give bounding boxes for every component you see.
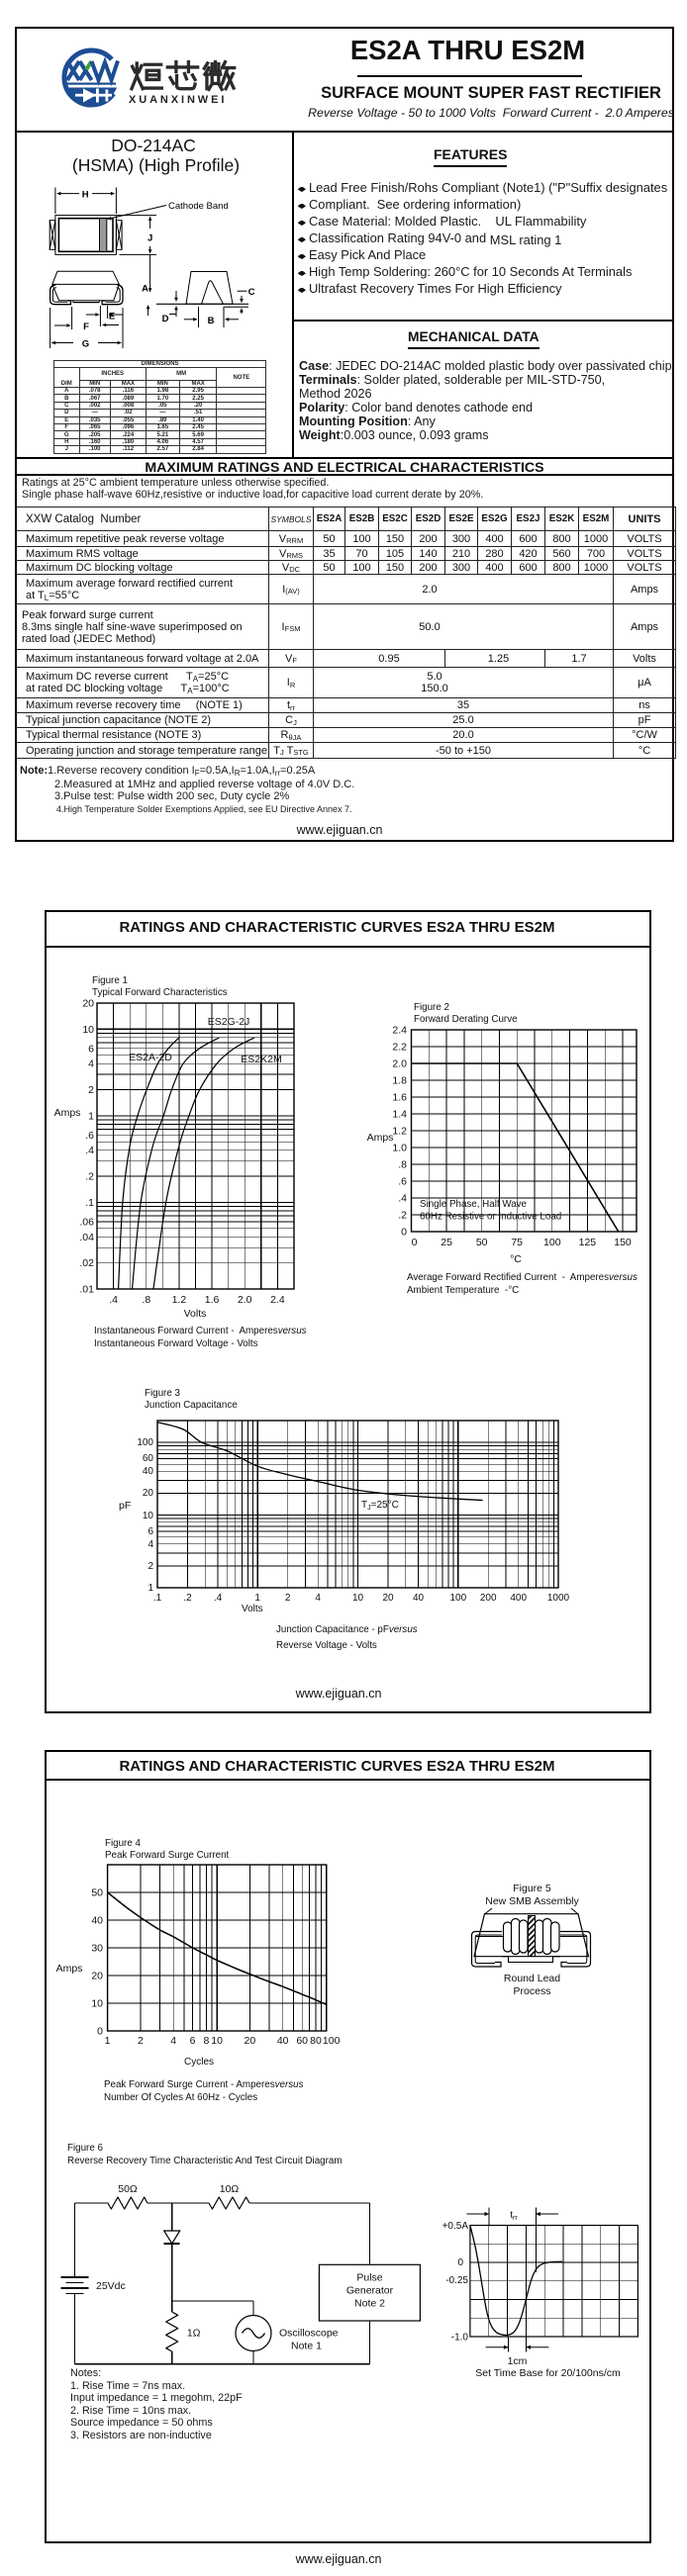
svg-text:100: 100 — [323, 2035, 341, 2047]
svg-text:1.8: 1.8 — [392, 1075, 407, 1087]
svg-text:A: A — [142, 284, 148, 295]
svg-text:Amps: Amps — [56, 1963, 83, 1975]
svg-text:20: 20 — [91, 1971, 103, 1982]
svg-text:-1.0: -1.0 — [451, 2333, 469, 2344]
svg-text:80: 80 — [310, 2035, 322, 2047]
svg-text:Amps: Amps — [54, 1107, 81, 1119]
svg-text:1.2: 1.2 — [172, 1294, 187, 1306]
svg-text:50: 50 — [91, 1887, 103, 1899]
svg-text:100: 100 — [543, 1237, 561, 1248]
svg-text:.4: .4 — [398, 1193, 407, 1205]
svg-text:0: 0 — [401, 1227, 407, 1239]
svg-text:Volts: Volts — [184, 1308, 207, 1320]
svg-text:Oscilloscope: Oscilloscope — [279, 2328, 339, 2340]
svg-text:D: D — [162, 314, 169, 324]
svg-text:125: 125 — [579, 1237, 597, 1248]
svg-text:.4: .4 — [85, 1145, 94, 1156]
svg-text:.6: .6 — [398, 1176, 407, 1188]
svg-text:2.4: 2.4 — [392, 1025, 407, 1037]
svg-text:.02: .02 — [79, 1257, 94, 1269]
svg-text:.4: .4 — [109, 1294, 118, 1306]
svg-text:Amps: Amps — [367, 1132, 394, 1144]
svg-text:0: 0 — [97, 2026, 103, 2038]
svg-text:20: 20 — [82, 998, 94, 1010]
svg-text:B: B — [208, 316, 215, 326]
svg-text:2.4: 2.4 — [270, 1294, 285, 1306]
svg-text:6: 6 — [88, 1043, 94, 1055]
svg-text:25: 25 — [441, 1237, 452, 1248]
svg-text:.8: .8 — [142, 1294, 150, 1306]
svg-text:.2: .2 — [85, 1171, 94, 1183]
svg-text:J: J — [147, 233, 152, 244]
svg-text:1cm: 1cm — [508, 2355, 528, 2367]
svg-text:1.4: 1.4 — [392, 1109, 407, 1121]
svg-text:0: 0 — [412, 1237, 418, 1248]
svg-text:8: 8 — [203, 2035, 209, 2047]
svg-text:Pulse: Pulse — [356, 2272, 382, 2284]
svg-text:25Vdc: 25Vdc — [96, 2280, 126, 2292]
svg-text:2.0: 2.0 — [238, 1294, 252, 1306]
svg-text:4: 4 — [88, 1058, 94, 1070]
svg-text:40: 40 — [277, 2035, 289, 2047]
svg-text:1Ω: 1Ω — [187, 2328, 201, 2340]
svg-text:°C: °C — [510, 1253, 522, 1265]
svg-text:0: 0 — [457, 2257, 463, 2268]
svg-text:G: G — [82, 339, 89, 350]
svg-text:Set Time Base for 20/100ns/cm: Set Time Base for 20/100ns/cm — [475, 2367, 621, 2379]
svg-text:6: 6 — [190, 2035, 196, 2047]
svg-text:Generator: Generator — [346, 2285, 394, 2297]
svg-text:60: 60 — [296, 2035, 308, 2047]
svg-text:C: C — [248, 287, 255, 298]
svg-text:60Hz Resistive or Inductive Lo: 60Hz Resistive or Inductive Load — [420, 1212, 561, 1223]
svg-text:75: 75 — [511, 1237, 523, 1248]
svg-text:F: F — [83, 322, 89, 332]
svg-text:4: 4 — [170, 2035, 176, 2047]
svg-text:2.0: 2.0 — [392, 1058, 407, 1070]
svg-text:1: 1 — [88, 1110, 94, 1122]
svg-text:-0.25: -0.25 — [445, 2275, 468, 2286]
svg-text:.06: .06 — [79, 1216, 94, 1228]
svg-text:Single Phase, Half Wave: Single Phase, Half Wave — [420, 1199, 528, 1210]
svg-text:1.2: 1.2 — [392, 1126, 407, 1138]
svg-text:2: 2 — [88, 1084, 94, 1096]
svg-text:+0.5A: +0.5A — [442, 2221, 469, 2232]
svg-text:.2: .2 — [398, 1210, 407, 1222]
svg-text:50Ω: 50Ω — [118, 2183, 138, 2195]
svg-text:10Ω: 10Ω — [220, 2183, 240, 2195]
svg-text:ES2K2M: ES2K2M — [241, 1054, 281, 1065]
svg-text:.04: .04 — [79, 1232, 94, 1243]
svg-text:10: 10 — [91, 1998, 103, 2010]
svg-text:Cathode Band: Cathode Band — [168, 201, 229, 212]
svg-text:trr: trr — [510, 2210, 518, 2222]
svg-text:1.0: 1.0 — [392, 1143, 407, 1154]
svg-text:ES2A-2D: ES2A-2D — [129, 1052, 172, 1063]
svg-text:Note 1: Note 1 — [291, 2341, 322, 2352]
svg-text:1: 1 — [105, 2035, 111, 2047]
svg-text:50: 50 — [476, 1237, 488, 1248]
svg-text:.1: .1 — [85, 1197, 94, 1209]
svg-text:10: 10 — [82, 1024, 94, 1036]
svg-text:20: 20 — [245, 2035, 256, 2047]
svg-text:40: 40 — [91, 1915, 103, 1927]
svg-text:.8: .8 — [398, 1159, 407, 1171]
svg-text:.01: .01 — [79, 1284, 94, 1296]
svg-text:2.2: 2.2 — [392, 1042, 407, 1054]
svg-text:10: 10 — [211, 2035, 223, 2047]
svg-text:1.6: 1.6 — [392, 1092, 407, 1104]
svg-text:ES2G-2J: ES2G-2J — [208, 1016, 250, 1028]
svg-text:H: H — [82, 190, 89, 201]
svg-text:2: 2 — [138, 2035, 144, 2047]
svg-text:1.6: 1.6 — [205, 1294, 220, 1306]
svg-text:30: 30 — [91, 1943, 103, 1955]
svg-text:E: E — [109, 311, 115, 322]
svg-text:Note 2: Note 2 — [354, 2298, 385, 2310]
svg-text:.6: .6 — [85, 1130, 94, 1142]
svg-text:150: 150 — [614, 1237, 632, 1248]
